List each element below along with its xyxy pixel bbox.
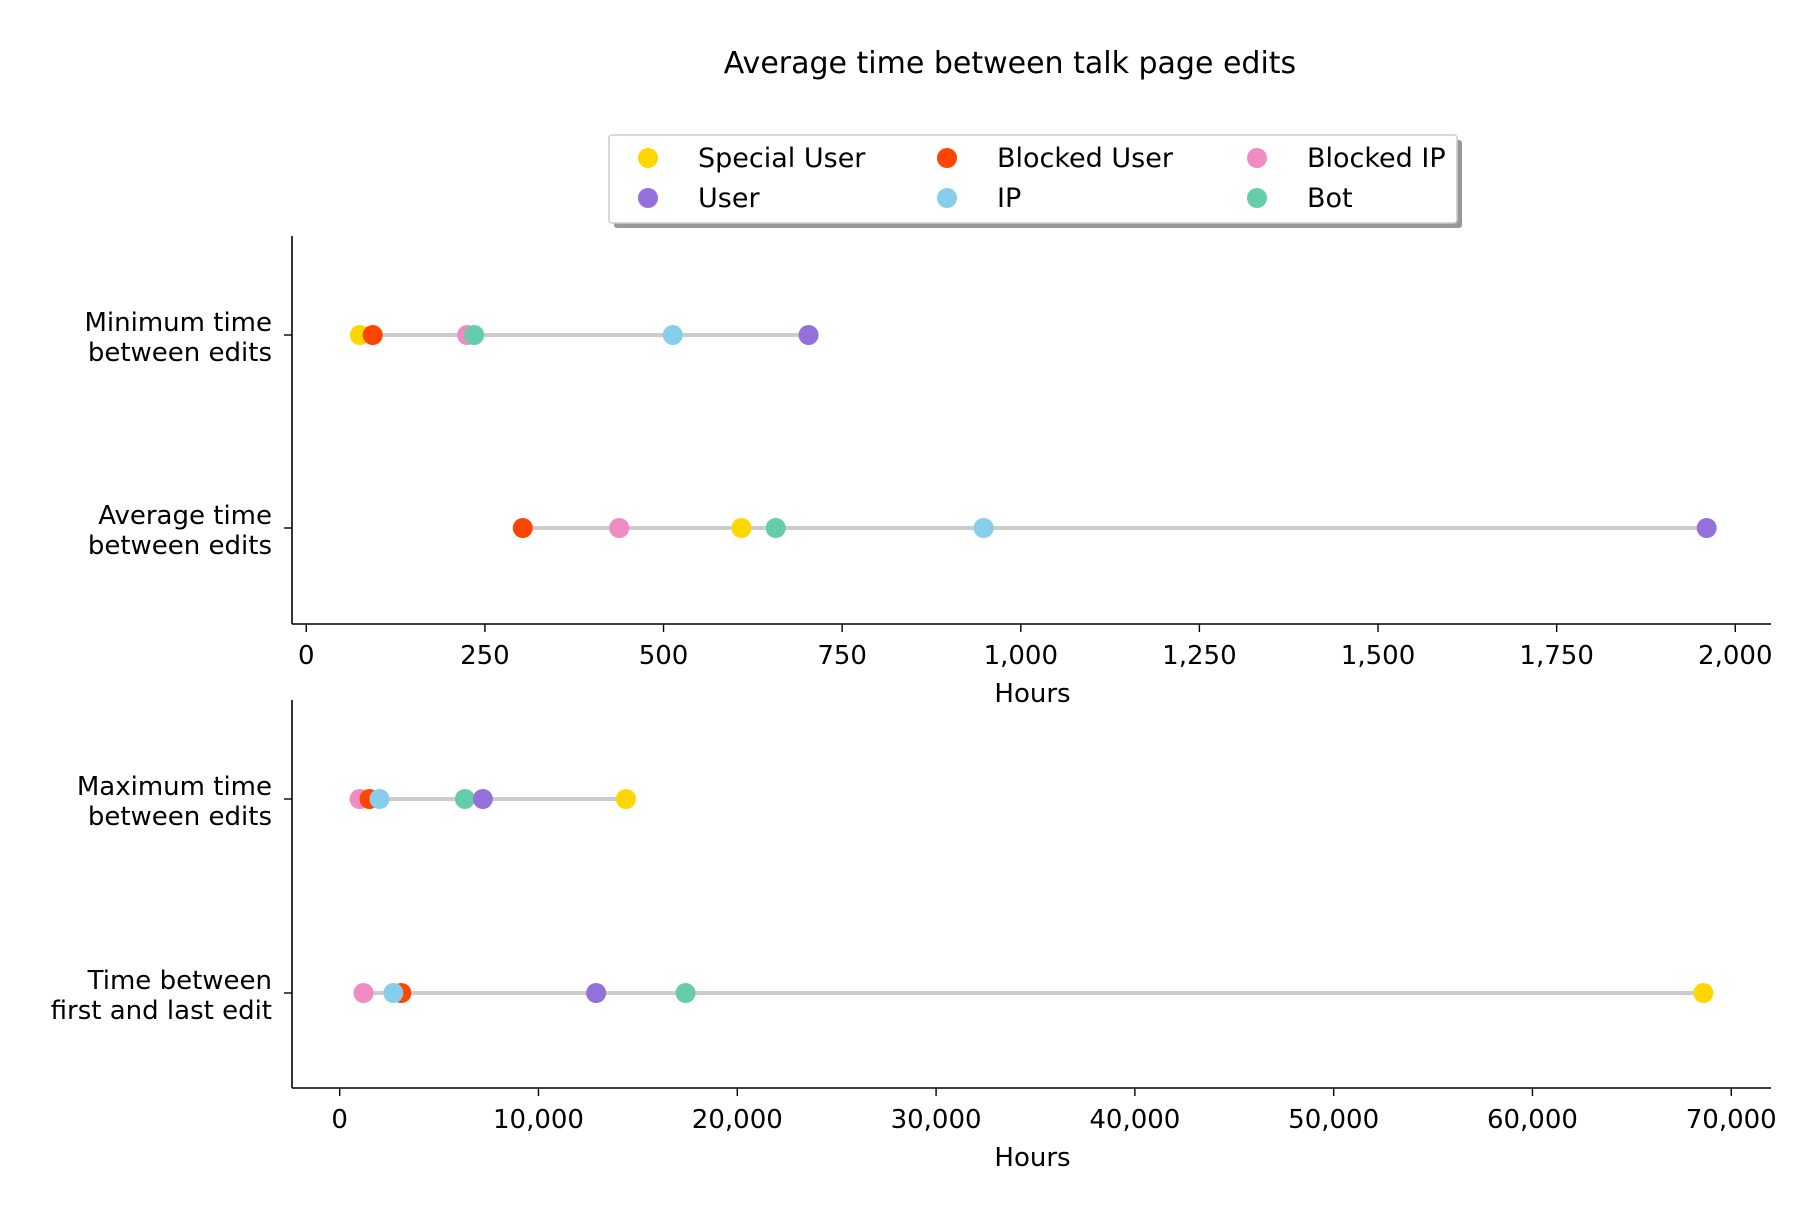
point-special-user — [615, 789, 636, 809]
x-tick-label: 1,250 — [1162, 641, 1236, 671]
legend-marker-blocked-user — [937, 148, 957, 168]
point-bot — [464, 325, 485, 345]
y-tick-label-line: between edits — [88, 802, 272, 832]
y-tick-label: Average time between edits — [88, 501, 272, 561]
legend-label-special-user: Special User — [698, 143, 866, 174]
y-tick-label-line: between edits — [88, 531, 272, 561]
row-minimum-time-between-edits: Minimum time between edits — [85, 308, 819, 368]
point-blocked-user — [512, 518, 533, 538]
legend-label-blocked-ip: Blocked IP — [1307, 143, 1446, 174]
point-user — [798, 325, 819, 345]
y-tick-label-line: between edits — [88, 338, 272, 368]
x-axis-label: Hours — [994, 679, 1070, 709]
point-ip — [369, 789, 390, 809]
y-tick-label: Minimum time between edits — [85, 308, 273, 368]
point-blocked-ip — [609, 518, 630, 538]
x-tick-label: 2,000 — [1698, 641, 1772, 671]
point-blocked-user — [362, 325, 383, 345]
legend-marker-user — [638, 188, 658, 208]
x-tick-label: 1,000 — [984, 641, 1058, 671]
point-special-user — [731, 518, 752, 538]
legend-label-blocked-user: Blocked User — [997, 143, 1174, 174]
x-tick-label: 1,500 — [1341, 641, 1415, 671]
point-blocked-ip — [353, 983, 374, 1003]
y-tick-label: Time between first and last edit — [51, 966, 272, 1026]
panel-1: 0 250 500 750 1,000 1,250 1,500 1,750 2,000 Hours… — [85, 236, 1772, 709]
y-tick-label-line: first and last edit — [51, 996, 272, 1026]
point-user — [586, 983, 607, 1003]
y-tick-label-line: Minimum time — [85, 308, 273, 338]
legend-marker-blocked-ip — [1247, 148, 1267, 168]
legend: Special User Blocked User Blocked IP User IP… — [608, 134, 1462, 228]
x-tick-label: 1,750 — [1519, 641, 1593, 671]
point-bot — [675, 983, 696, 1003]
row-average-time-between-edits: Average time between edits — [88, 501, 1717, 561]
y-tick-label-line: Maximum time — [77, 772, 272, 802]
point-ip — [662, 325, 683, 345]
x-tick-label: 750 — [817, 641, 867, 671]
legend-marker-ip — [937, 188, 957, 208]
point-ip — [973, 518, 994, 538]
x-tick-label: 250 — [460, 641, 510, 671]
chart-title: Average time between talk page edits — [724, 46, 1296, 81]
legend-label-user: User — [698, 183, 760, 214]
x-tick-label: 500 — [639, 641, 689, 671]
point-bot — [765, 518, 786, 538]
x-tick-label: 20,000 — [692, 1105, 783, 1135]
point-ip — [383, 983, 404, 1003]
y-tick-label-line: Time between — [87, 966, 272, 996]
legend-frame — [608, 134, 1458, 224]
row-time-between-first-and-last-edit: Time between first and last edit — [51, 966, 1714, 1026]
point-user — [1696, 518, 1717, 538]
legend-label-ip: IP — [997, 183, 1021, 214]
legend-marker-bot — [1247, 188, 1267, 208]
legend-label-bot: Bot — [1307, 183, 1353, 214]
row-maximum-time-between-edits: Maximum time between edits — [77, 772, 636, 832]
x-tick-label: 0 — [331, 1105, 348, 1135]
x-tick-label: 30,000 — [891, 1105, 982, 1135]
point-special-user — [1693, 983, 1714, 1003]
point-bot — [454, 789, 475, 809]
point-user — [472, 789, 493, 809]
x-tick-label: 0 — [298, 641, 315, 671]
x-tick-label: 10,000 — [493, 1105, 584, 1135]
x-tick-label: 40,000 — [1089, 1105, 1180, 1135]
x-tick-label: 70,000 — [1686, 1105, 1777, 1135]
y-tick-label: Maximum time between edits — [77, 772, 272, 832]
y-tick-label-line: Average time — [98, 501, 272, 531]
x-tick-label: 50,000 — [1288, 1105, 1379, 1135]
x-axis-label: Hours — [994, 1143, 1070, 1173]
x-tick-label: 60,000 — [1487, 1105, 1578, 1135]
panel-2: 0 10,000 20,000 30,000 40,000 50,000 60,000 70,… — [51, 700, 1777, 1173]
panels: 0 250 500 750 1,000 1,250 1,500 1,750 2,000 Hours… — [51, 236, 1777, 1173]
legend-marker-special-user — [638, 148, 658, 168]
